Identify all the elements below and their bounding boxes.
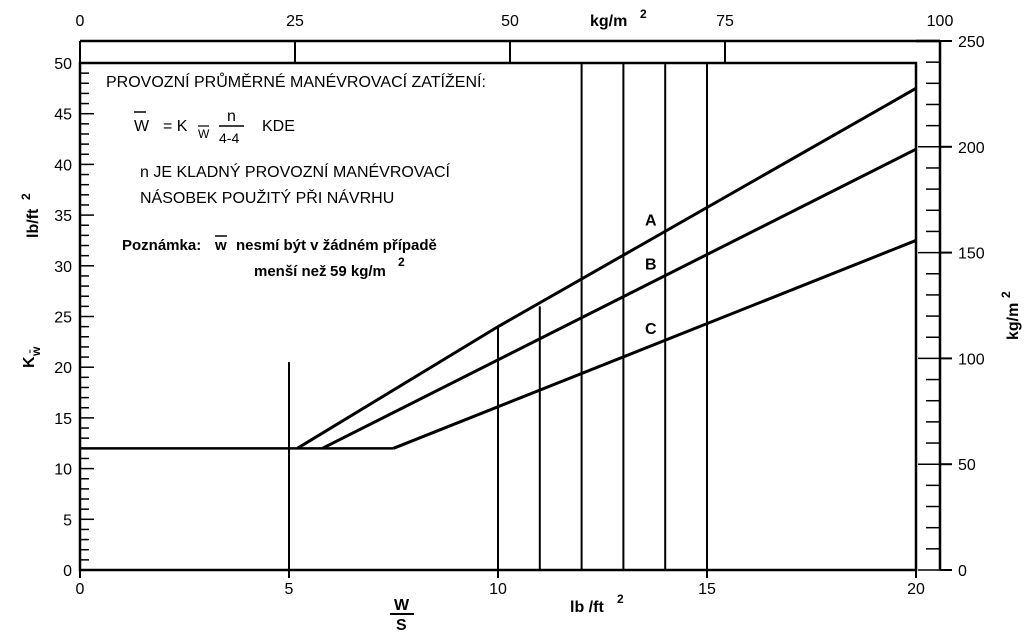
n-definition-line1: n JE KLADNÝ PROVOZNÍ MANÉVROVACÍ	[140, 162, 451, 181]
annotation-heading: PROVOZNÍ PRŮMĚRNÉ MANÉVROVACÍ ZATÍŽENÍ:	[106, 72, 486, 91]
ws-numerator: W	[394, 597, 410, 614]
series-labels: A B C	[645, 213, 657, 338]
left-axis-unit-sup: 2	[19, 193, 33, 200]
bottom-tick-label: 10	[489, 581, 507, 598]
formula-sub: W	[198, 127, 210, 141]
top-tick-label: 25	[286, 13, 304, 30]
formula-eq: = K	[163, 118, 188, 135]
right-axis-unit-sup: 2	[999, 291, 1013, 298]
right-tick-label: 100	[958, 351, 985, 368]
poznamka-text: nesmí být v žádném případě	[236, 237, 437, 254]
bottom-axis-unit: lb /ft	[570, 599, 604, 616]
formula-den: 4-4	[219, 130, 239, 146]
series-label-b: B	[645, 257, 657, 274]
right-axis-unit-group: kg/m 2	[999, 291, 1022, 340]
top-tick-label: 75	[716, 13, 734, 30]
formula-kde: KDE	[262, 118, 295, 135]
left-tick-label: 0	[63, 563, 72, 580]
poznamka-value: 59 kg/m	[330, 263, 386, 280]
top-tick-label: 0	[76, 13, 85, 30]
right-tick-label: 250	[958, 34, 985, 51]
formula-num: n	[227, 108, 236, 125]
vertical-reference-lines	[288, 63, 708, 570]
left-tick-label: 10	[54, 462, 72, 479]
bottom-tick-label: 20	[907, 581, 925, 598]
left-tick-label: 15	[54, 411, 72, 428]
left-tick-label: 25	[54, 310, 72, 327]
n-definition-line2: NÁSOBEK POUŽITÝ PŘI NÁVRHU	[140, 188, 394, 207]
left-tick-label: 20	[54, 360, 72, 377]
left-axis-ticks: 0 5 10 15 20 25 30 35 40 45 50	[54, 56, 94, 580]
top-axis-ticks: 0 25 50 75 100	[76, 13, 954, 63]
left-tick-label: 45	[54, 107, 72, 124]
bottom-tick-label: 5	[285, 581, 294, 598]
left-axis-unit-group: lb/ft 2	[19, 193, 42, 238]
left-axis-unit: lb/ft	[25, 208, 42, 238]
bottom-tick-label: 15	[698, 581, 716, 598]
bottom-axis-unit-sup: 2	[617, 592, 624, 606]
right-tick-label: 200	[958, 140, 985, 157]
series-label-a: A	[645, 213, 657, 230]
right-axis-unit: kg/m	[1005, 303, 1022, 340]
poznamka-label: Poznámka:	[122, 237, 201, 254]
ws-denominator: S	[396, 617, 407, 634]
poznamka-line2: menší než	[254, 263, 327, 280]
series-label-c: C	[645, 321, 657, 338]
left-tick-label: 5	[63, 512, 72, 529]
annotation-mask	[104, 70, 578, 92]
series-line-b	[321, 147, 917, 450]
top-tick-label: 50	[501, 13, 519, 30]
bottom-axis-ticks: 0 5 10 15 20	[76, 570, 925, 598]
right-tick-label: 50	[958, 457, 976, 474]
series-lines	[80, 87, 917, 450]
bottom-tick-label: 0	[76, 581, 85, 598]
left-axis-k: K	[21, 356, 38, 368]
top-axis-unit-sup: 2	[640, 7, 647, 21]
poznamka-sup: 2	[398, 255, 405, 269]
right-tick-label: 150	[958, 246, 985, 263]
left-tick-label: 50	[54, 56, 72, 73]
formula-w: W	[134, 118, 150, 135]
left-tick-label: 35	[54, 208, 72, 225]
series-line-a	[296, 87, 917, 450]
left-tick-label: 40	[54, 157, 72, 174]
poznamka-w: w	[214, 237, 227, 254]
top-axis-unit: kg/m	[590, 13, 627, 30]
right-tick-label: 0	[958, 563, 967, 580]
top-tick-label: 100	[927, 13, 954, 30]
left-axis-k-group: K w̄	[21, 346, 43, 368]
left-axis-k-sub: w̄	[29, 346, 43, 357]
right-axis-ticks: 0 50 100 150 200 250	[918, 34, 985, 580]
series-line-c	[392, 239, 917, 450]
left-tick-label: 30	[54, 259, 72, 276]
